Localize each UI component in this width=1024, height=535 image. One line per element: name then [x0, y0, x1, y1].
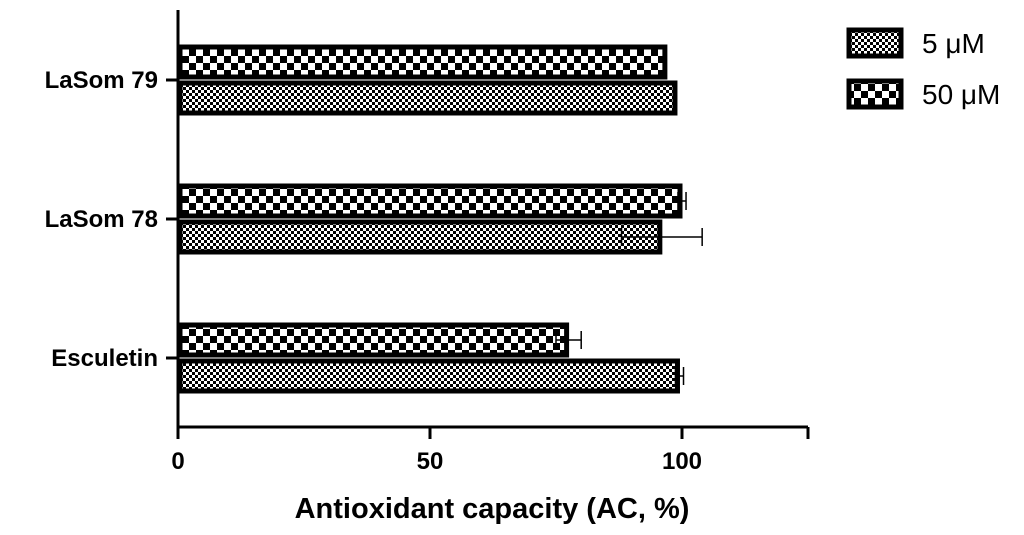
bar	[177, 80, 678, 116]
bars	[177, 44, 683, 394]
bar	[177, 183, 683, 219]
category-label: LaSom 79	[45, 67, 158, 94]
legend-label: 5 μM	[922, 28, 985, 59]
bar	[177, 358, 680, 394]
category-label: LaSom 78	[45, 206, 158, 233]
category-label: Esculetin	[51, 345, 158, 372]
legend-swatch	[846, 78, 904, 110]
bar	[177, 44, 668, 80]
bar	[177, 219, 663, 255]
x-axis-title: Antioxidant capacity (AC, %)	[295, 493, 690, 525]
x-tick-label: 0	[171, 448, 184, 475]
x-tick-label: 50	[417, 448, 444, 475]
legend-label: 50 μM	[922, 79, 1000, 110]
legend-swatch	[846, 27, 904, 59]
tick-labels: 0 50 100 LaSom 79 LaSom 78 Esculetin	[45, 67, 702, 475]
legend: 5 μM 50 μM	[846, 27, 1000, 110]
error-bars	[555, 192, 703, 385]
bar	[177, 322, 570, 358]
x-tick-label: 100	[662, 448, 702, 475]
